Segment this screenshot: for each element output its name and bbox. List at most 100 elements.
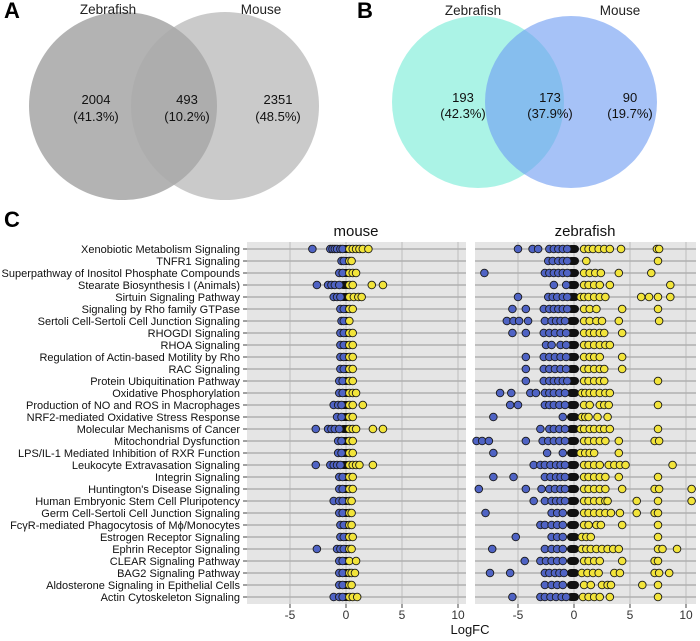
data-point-down	[559, 568, 569, 578]
data-point-down	[521, 364, 531, 374]
data-point-up	[595, 280, 605, 290]
data-point-up	[653, 424, 663, 434]
row-label: FcγR-mediated Phagocytosis of Mϕ/Monocyt…	[10, 520, 240, 532]
venn-b-right-pct: (19.7%)	[607, 106, 653, 121]
x-axis-title: LogFC	[450, 622, 489, 637]
venn-b-zebrafish-label: Zebrafish	[445, 3, 501, 18]
data-point-up	[355, 460, 364, 470]
data-point-up	[606, 580, 616, 590]
data-point-down	[533, 244, 543, 254]
data-point-down	[558, 580, 568, 590]
data-point-up	[654, 436, 664, 446]
data-point-down	[508, 328, 517, 338]
row-label: Germ Cell-Sertoli Cell Junction Signalin…	[41, 508, 240, 520]
row-label: Regulation of Actin-based Motility by Rh…	[39, 352, 240, 364]
x-tick-label: 5	[627, 608, 634, 622]
dense-points-cluster	[567, 557, 579, 565]
x-tick-label: -5	[285, 608, 296, 622]
data-point-up	[653, 520, 663, 530]
data-point-up	[348, 484, 357, 494]
data-point-down	[558, 508, 568, 518]
venn-b-left-pct: (42.3%)	[440, 106, 486, 121]
data-point-down	[558, 544, 568, 554]
row-label: Sirtuin Signaling Pathway	[115, 292, 240, 304]
facet-panel-mouse: -5 0 5 10	[247, 242, 466, 622]
data-point-up	[653, 496, 663, 506]
row-label: Protein Ubiquitination Pathway	[90, 376, 240, 388]
data-point-up	[352, 592, 362, 602]
data-point-up	[653, 292, 663, 302]
data-point-up	[617, 520, 627, 530]
data-point-down	[489, 472, 498, 482]
data-point-up	[644, 292, 654, 302]
data-point-up	[584, 520, 593, 530]
data-point-up	[585, 400, 594, 410]
data-point-down	[523, 316, 533, 326]
data-point-down	[311, 460, 321, 470]
data-point-up	[595, 352, 605, 362]
dense-points-cluster	[567, 329, 579, 337]
data-point-down	[563, 376, 572, 386]
row-label: LPS/IL-1 Mediated Inhibition of RXR Func…	[18, 448, 240, 460]
data-point-down	[563, 268, 572, 278]
data-point-down	[513, 292, 523, 302]
data-point-down	[336, 460, 345, 470]
data-point-up	[348, 532, 357, 542]
data-point-down	[561, 364, 571, 374]
data-point-up	[595, 460, 605, 470]
data-point-up	[601, 292, 610, 302]
venn-b: Zebrafish Mouse 193 (42.3%) 173 (37.9%) …	[392, 3, 657, 188]
data-point-up	[604, 400, 613, 410]
data-point-down	[561, 328, 571, 338]
row-label: BAG2 Signaling Pathway	[117, 568, 240, 580]
data-point-up	[606, 508, 616, 518]
data-point-up	[621, 460, 630, 470]
data-point-down	[521, 484, 531, 494]
data-point-down	[505, 400, 515, 410]
data-point-up	[638, 580, 647, 590]
venn-a-right-count: 2351	[264, 92, 293, 107]
row-label: Stearate Biosynthesis I (Animals)	[78, 280, 240, 292]
data-point-down	[561, 340, 571, 350]
data-point-up	[589, 448, 599, 458]
x-tick-label: 0	[571, 608, 578, 622]
data-point-down	[563, 244, 572, 254]
data-point-up	[351, 556, 361, 566]
data-point-up	[596, 520, 606, 530]
venn-b-overlap-count: 173	[539, 90, 561, 105]
data-point-down	[337, 436, 346, 446]
data-point-down	[542, 448, 552, 458]
data-point-up	[586, 580, 596, 590]
data-point-up	[614, 316, 624, 326]
data-point-up	[601, 484, 610, 494]
data-point-up	[654, 316, 664, 326]
venn-a-zebrafish-label: Zebrafish	[80, 2, 136, 17]
data-point-up	[378, 280, 388, 290]
data-point-up	[345, 316, 354, 326]
data-point-up	[593, 412, 602, 422]
data-point-down	[560, 484, 570, 494]
data-point-up	[653, 472, 663, 482]
data-point-down	[561, 592, 571, 602]
row-label: Superpathway of Inositol Phosphate Compo…	[2, 268, 241, 280]
x-tick-label: -5	[513, 608, 524, 622]
data-point-down	[481, 508, 490, 518]
row-label: Estrogen Receptor Signaling	[100, 532, 240, 544]
data-point-up	[617, 352, 627, 362]
data-point-up	[358, 400, 368, 410]
data-point-up	[596, 268, 606, 278]
row-label: Oxidative Phosphorylation	[112, 388, 240, 400]
data-point-up	[617, 328, 627, 338]
dense-points-cluster	[567, 389, 579, 397]
data-point-up	[348, 304, 357, 314]
venn-b-right-count: 90	[623, 90, 637, 105]
venn-a-mouse-label: Mouse	[241, 2, 282, 17]
data-point-up	[599, 328, 609, 338]
panel-letter-b: B	[357, 0, 373, 23]
data-point-up	[653, 556, 663, 566]
row-label: Leukocyte Extravasation Signaling	[72, 460, 240, 472]
data-point-up	[584, 412, 593, 422]
row-label: CLEAR Signaling Pathway	[110, 556, 241, 568]
data-point-down	[560, 496, 570, 506]
